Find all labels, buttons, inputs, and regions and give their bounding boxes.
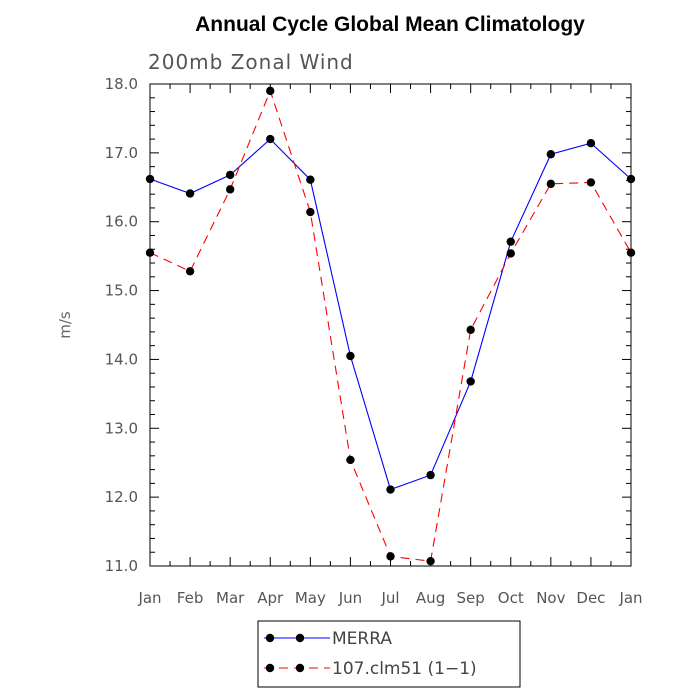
data-point <box>145 174 155 184</box>
y-tick-label: 14.0 <box>105 350 138 368</box>
y-tick-label: 15.0 <box>105 282 138 300</box>
y-tick-label: 18.0 <box>105 75 138 93</box>
series-2 <box>145 86 636 566</box>
data-point <box>626 174 636 184</box>
legend: MERRA 107.clm51 (1−1) <box>257 620 521 688</box>
data-point <box>185 267 195 276</box>
data-point <box>266 86 275 96</box>
data-point <box>546 179 556 189</box>
data-point <box>346 455 355 465</box>
y-tick-label: 16.0 <box>105 213 138 231</box>
data-point <box>386 552 395 561</box>
series-line <box>149 138 632 491</box>
data-point <box>306 175 315 184</box>
x-tick-label: Jan <box>137 589 161 607</box>
x-tick-label: Jun <box>338 589 362 607</box>
y-tick-label: 11.0 <box>105 557 138 575</box>
plot-area: Jan Feb Mar Apr May Jun Jul Aug Sep Oct Nov Dec Jan 1… <box>105 75 643 607</box>
data-point <box>225 185 235 194</box>
x-tick-label: Sep <box>457 589 485 607</box>
legend-marker <box>295 633 305 643</box>
data-point <box>386 485 395 494</box>
y-tick-label: 12.0 <box>105 488 138 506</box>
data-point <box>266 134 275 144</box>
data-point <box>626 248 636 257</box>
series-layer <box>145 86 636 566</box>
series-1 <box>145 134 636 494</box>
x-tick-label: Apr <box>257 589 284 607</box>
data-point <box>506 249 515 258</box>
data-point <box>145 248 155 257</box>
y-tick-label: 17.0 <box>105 144 138 162</box>
x-tick-label: Jan <box>618 589 642 607</box>
y-axis-label: m/s <box>56 311 74 339</box>
data-point <box>185 189 195 198</box>
data-point <box>466 325 475 335</box>
data-point <box>586 178 596 187</box>
x-tick-label: Jul <box>380 589 399 607</box>
x-tick-label: May <box>295 589 326 607</box>
data-point <box>506 237 515 246</box>
chart-title: Annual Cycle Global Mean Climatology <box>195 13 585 36</box>
legend-marker <box>295 663 305 673</box>
x-tick-label: Dec <box>576 589 605 607</box>
data-point <box>346 351 355 361</box>
x-tick-label: Oct <box>498 589 524 607</box>
data-point <box>225 170 235 180</box>
chart-subtitle: 200mb Zonal Wind <box>148 50 354 74</box>
data-point <box>426 470 435 480</box>
data-point <box>306 207 315 217</box>
legend-marker <box>265 633 275 643</box>
x-tick-label: Mar <box>216 589 245 607</box>
legend-label: MERRA <box>332 629 392 649</box>
legend-marker <box>265 663 275 673</box>
x-tick-label: Feb <box>177 589 204 607</box>
y-tick-label: 13.0 <box>105 419 138 437</box>
data-point <box>466 377 475 386</box>
data-point <box>586 139 596 148</box>
legend-label: 107.clm51 (1−1) <box>332 659 477 679</box>
x-tick-label: Nov <box>536 589 565 607</box>
legend-box <box>257 620 521 688</box>
x-tick-label: Aug <box>416 589 445 607</box>
data-point <box>426 556 435 566</box>
data-point <box>546 150 556 159</box>
